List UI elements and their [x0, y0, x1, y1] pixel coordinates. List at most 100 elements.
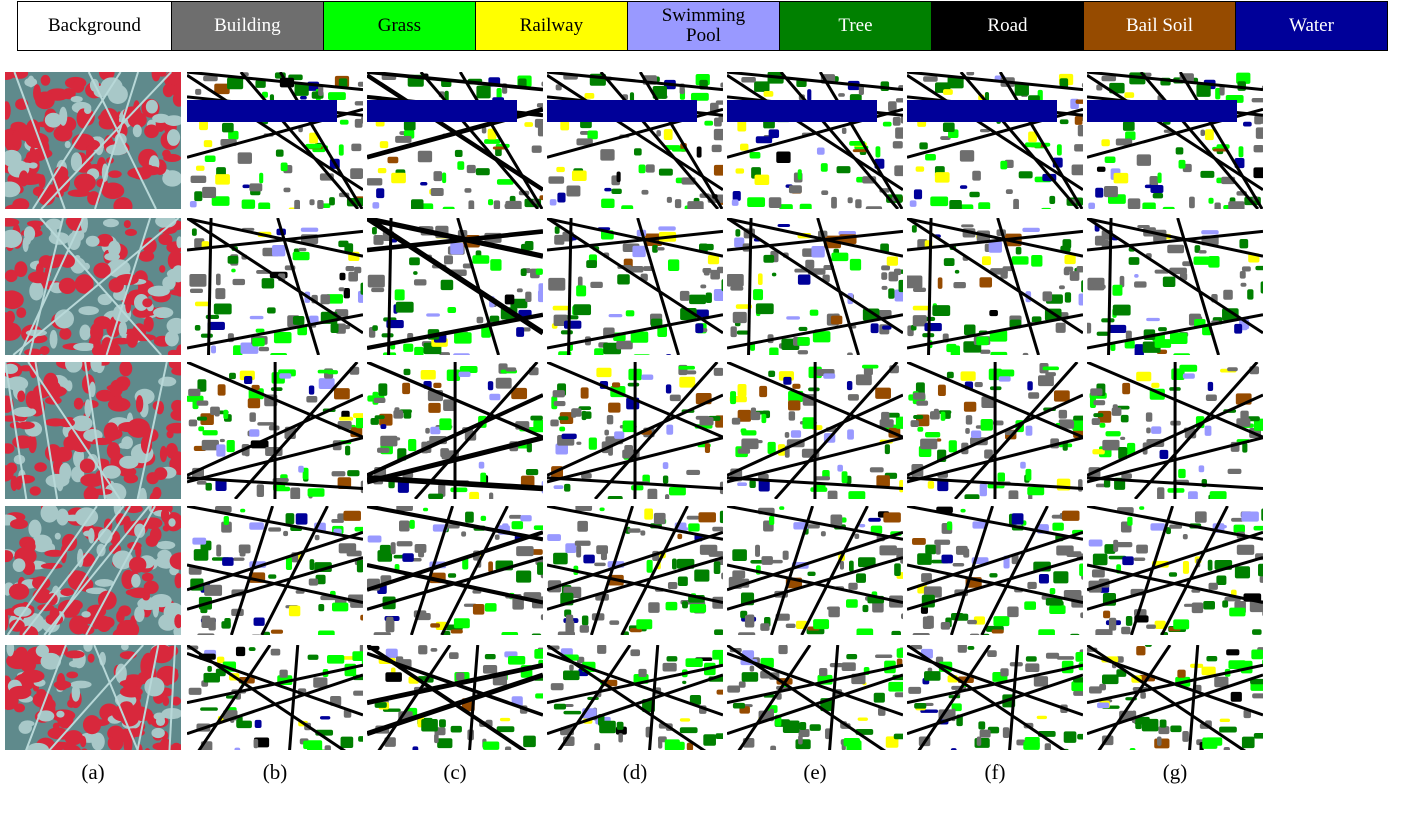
- class-region: [530, 416, 542, 421]
- class-region: [798, 350, 808, 354]
- class-region: [1241, 511, 1259, 521]
- class-region: [1120, 437, 1125, 440]
- class-region: [451, 726, 462, 733]
- vegetation: [113, 197, 132, 215]
- class-region: [704, 268, 710, 276]
- vegetation: [5, 311, 15, 324]
- class-region: [495, 535, 500, 540]
- class-region: [425, 428, 430, 434]
- vegetation: [12, 198, 29, 211]
- class-region: [524, 122, 533, 127]
- class-region: [763, 255, 774, 263]
- class-region: [576, 442, 581, 445]
- segmentation-map: [907, 506, 1099, 644]
- class-region: [1103, 611, 1110, 619]
- class-region: [989, 241, 1002, 252]
- class-region: [1025, 142, 1041, 147]
- class-region: [1169, 572, 1177, 576]
- map-content: [0, 639, 186, 750]
- vegetation: [113, 628, 136, 642]
- class-region: [483, 742, 499, 750]
- vegetation: [147, 710, 154, 724]
- class-region: [761, 556, 772, 565]
- class-region: [307, 740, 322, 750]
- class-region: [630, 649, 640, 656]
- vegetation: [119, 361, 132, 377]
- vegetation: [12, 435, 33, 448]
- class-region: [587, 131, 597, 140]
- class-region: [276, 149, 284, 156]
- class-region: [238, 152, 252, 163]
- class-region: [1056, 545, 1073, 555]
- vegetation: [81, 214, 88, 232]
- class-region: [960, 150, 974, 161]
- class-region: [1227, 367, 1238, 371]
- class-region: [1142, 203, 1155, 212]
- class-region: [1059, 410, 1067, 419]
- class-region: [589, 438, 597, 450]
- class-region: [621, 205, 633, 213]
- class-region: [346, 266, 355, 271]
- class-region: [982, 256, 991, 265]
- class-region: [690, 604, 706, 613]
- vegetation: [6, 462, 17, 474]
- class-region: [1057, 144, 1062, 155]
- class-region: [837, 465, 843, 472]
- class-region: [421, 370, 436, 379]
- vegetation: [144, 677, 164, 696]
- class-region: [497, 179, 514, 185]
- class-region: [712, 527, 724, 532]
- class-region: [1053, 571, 1068, 583]
- class-region: [267, 307, 276, 313]
- class-region: [949, 440, 957, 452]
- vegetation: [45, 699, 56, 711]
- class-region: [488, 199, 493, 205]
- class-region: [1123, 121, 1135, 131]
- vegetation: [142, 165, 153, 171]
- class-region: [1070, 271, 1080, 281]
- class-region: [1140, 692, 1146, 699]
- class-region: [465, 512, 474, 523]
- class-region: [740, 144, 748, 151]
- class-region: [663, 475, 668, 483]
- class-region: [888, 682, 904, 692]
- class-region: [426, 313, 440, 316]
- class-region: [240, 547, 246, 556]
- map-content: [367, 362, 549, 504]
- class-region: [654, 513, 666, 524]
- class-region: [562, 434, 577, 439]
- class-region: [779, 204, 792, 213]
- segmentation-map: [727, 506, 914, 646]
- class-region: [1076, 266, 1083, 272]
- class-region: [488, 381, 493, 390]
- vegetation: [16, 307, 26, 318]
- class-region: [594, 348, 603, 360]
- segmentation-map: [907, 362, 1088, 503]
- class-region: [361, 481, 365, 494]
- class-region: [874, 211, 878, 217]
- class-region: [798, 735, 803, 744]
- class-region: [618, 733, 623, 742]
- segmentation-map: [727, 218, 915, 365]
- class-region: [859, 524, 865, 527]
- class-region: [604, 430, 609, 436]
- class-region: [979, 277, 992, 287]
- class-region: [1173, 619, 1189, 629]
- class-region: [456, 672, 464, 680]
- class-region: [1228, 201, 1244, 211]
- class-region: [532, 146, 542, 153]
- vegetation: [91, 733, 104, 750]
- class-region: [989, 310, 998, 316]
- class-region: [612, 382, 620, 387]
- class-region: [682, 527, 688, 530]
- class-region: [223, 410, 228, 419]
- class-region: [509, 515, 522, 519]
- class-region: [930, 197, 948, 207]
- class-region: [1059, 285, 1065, 289]
- vegetation: [21, 670, 45, 683]
- class-region: [1254, 116, 1262, 125]
- segmentation-map: [547, 218, 738, 366]
- vegetation: [167, 129, 180, 146]
- class-region: [960, 204, 973, 213]
- class-region: [1231, 692, 1242, 702]
